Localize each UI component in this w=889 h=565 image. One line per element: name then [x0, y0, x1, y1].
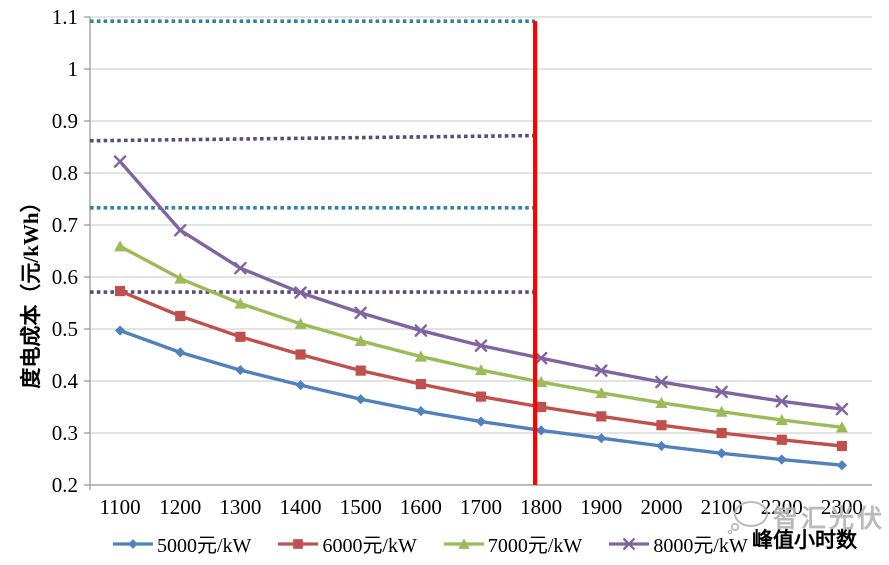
watermark: 智汇光伏 [727, 499, 885, 535]
legend-item-8000: 8000元/kW [608, 529, 748, 558]
y-tick-label: 0.6 [52, 265, 78, 289]
x-tick-label: 2300 [821, 495, 863, 519]
x-tick-label: 1200 [159, 495, 201, 519]
y-tick-label: 0.7 [52, 213, 78, 237]
series-5000元/kW [114, 325, 848, 471]
x-tick-label: 1900 [580, 495, 622, 519]
diamond-marker-icon [113, 538, 153, 549]
x-tick-label: 1600 [400, 495, 442, 519]
triangle-marker-icon [443, 537, 484, 549]
legend-label: 7000元/kW [487, 535, 583, 557]
series-8000元/kW [113, 155, 849, 416]
y-axis-title: 度电成本（元/kWh） [19, 191, 43, 389]
y-tick-label: 0.8 [52, 161, 78, 185]
series-7000元/kW [114, 240, 848, 433]
x-marker-icon [609, 537, 650, 550]
watermark-text: 智汇光伏 [773, 506, 886, 533]
thought-bubble-icon [727, 501, 768, 535]
reference-line [89, 133, 536, 143]
y-tick-label: 0.3 [52, 421, 78, 445]
legend-label: 6000元/kW [322, 535, 417, 557]
x-tick-label: 1400 [280, 495, 322, 519]
square-marker-icon [278, 538, 319, 549]
y-tick-label: 1 [68, 57, 79, 81]
x-axis-title: 峰值小时数 [752, 528, 857, 552]
x-tick-label: 2000 [640, 495, 682, 519]
legend-item-6000: 6000元/kW [277, 529, 417, 558]
legend-item-7000: 7000元/kW [443, 529, 582, 558]
legend-label: 8000元/kW [653, 535, 748, 557]
y-tick-label: 0.4 [52, 369, 79, 393]
y-tick-label: 0.5 [52, 317, 78, 341]
x-tick-label: 1500 [340, 495, 382, 519]
y-tick-label: 0.9 [52, 109, 78, 133]
legend: 5000元/kW 6000元/kW 7000元/kW 8000元/kW [112, 529, 748, 558]
x-tick-label: 1300 [219, 495, 261, 519]
legend-item-5000: 5000元/kW [112, 529, 251, 558]
y-tick-label: 1.1 [52, 5, 78, 29]
x-tick-label: 1800 [520, 495, 562, 519]
y-tick-label: 0.2 [52, 473, 78, 497]
legend-label: 5000元/kW [157, 535, 252, 557]
x-tick-label: 1700 [460, 495, 502, 519]
series-6000元/kW [114, 285, 848, 452]
x-tick-label: 1100 [99, 495, 140, 519]
